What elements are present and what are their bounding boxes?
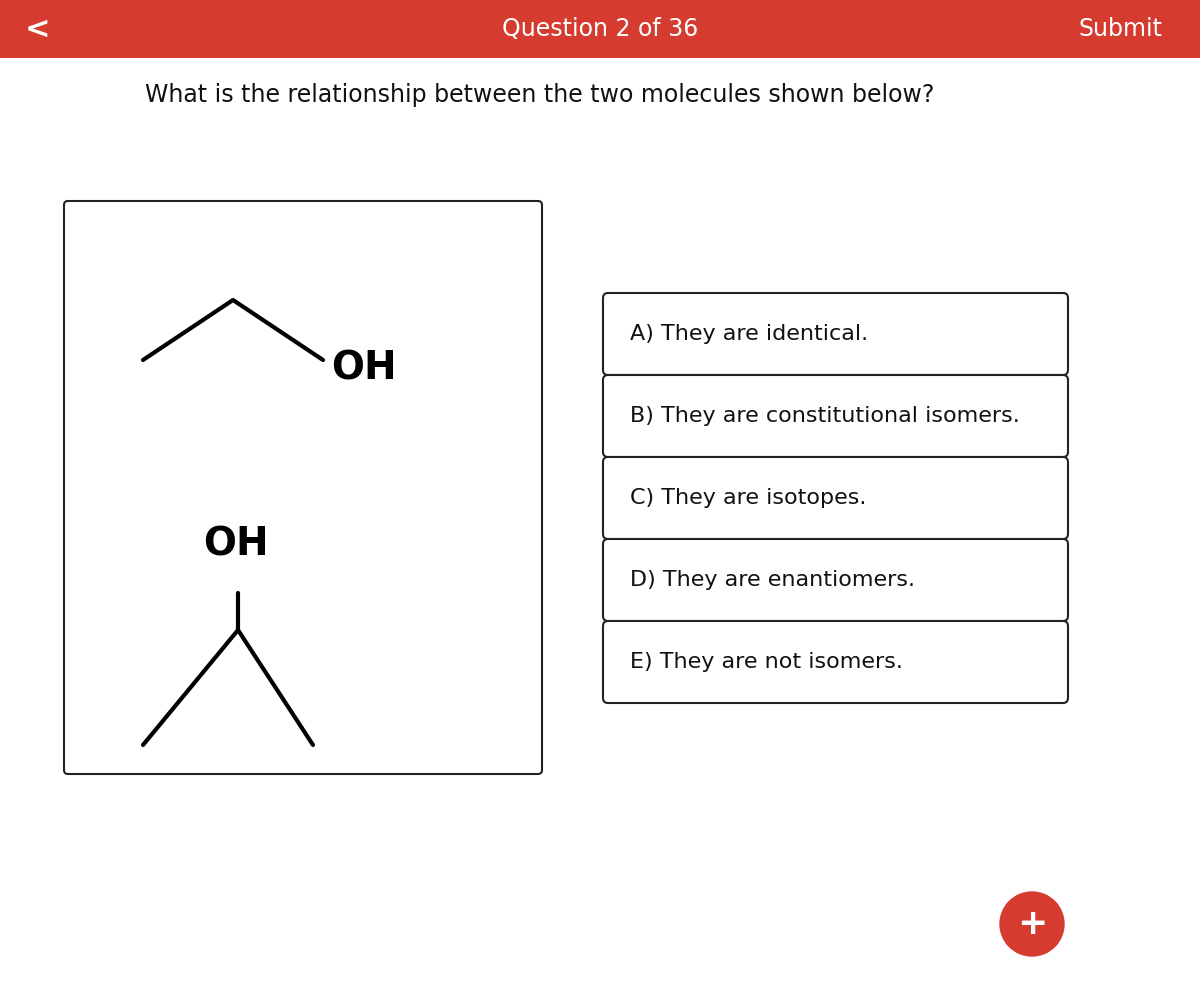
Text: What is the relationship between the two molecules shown below?: What is the relationship between the two… bbox=[145, 83, 935, 107]
FancyBboxPatch shape bbox=[604, 539, 1068, 621]
Text: D) They are enantiomers.: D) They are enantiomers. bbox=[630, 570, 916, 590]
Circle shape bbox=[1000, 892, 1064, 956]
Text: +: + bbox=[1016, 907, 1048, 941]
FancyBboxPatch shape bbox=[604, 375, 1068, 457]
Bar bbox=[0, 0, 1200, 58]
Text: Submit: Submit bbox=[1078, 17, 1162, 41]
Text: OH: OH bbox=[331, 349, 397, 387]
Text: A) They are identical.: A) They are identical. bbox=[630, 324, 868, 344]
Text: Question 2 of 36: Question 2 of 36 bbox=[502, 17, 698, 41]
Text: E) They are not isomers.: E) They are not isomers. bbox=[630, 652, 902, 672]
FancyBboxPatch shape bbox=[604, 293, 1068, 375]
Text: <: < bbox=[25, 15, 50, 44]
Text: OH: OH bbox=[203, 526, 269, 564]
Text: B) They are constitutional isomers.: B) They are constitutional isomers. bbox=[630, 406, 1020, 426]
FancyBboxPatch shape bbox=[64, 201, 542, 774]
Text: C) They are isotopes.: C) They are isotopes. bbox=[630, 488, 866, 508]
FancyBboxPatch shape bbox=[604, 457, 1068, 539]
FancyBboxPatch shape bbox=[604, 621, 1068, 703]
